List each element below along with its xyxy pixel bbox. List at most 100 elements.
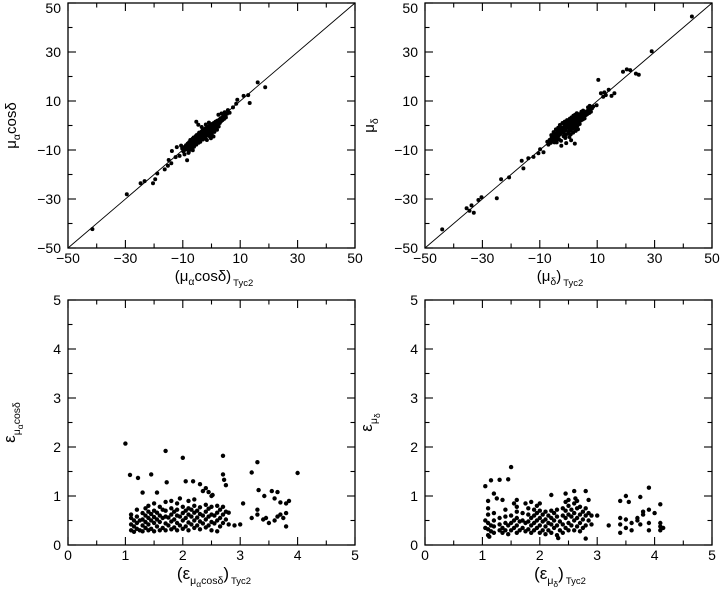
- data-point: [183, 515, 188, 521]
- data-point: [275, 489, 280, 495]
- axis-label-part: ): [556, 268, 561, 285]
- data-point: [223, 115, 228, 120]
- data-point: [511, 501, 517, 506]
- x-tick-label: 5: [708, 547, 716, 563]
- data-point: [628, 68, 633, 73]
- x-tick-label: −50: [413, 250, 437, 266]
- data-point: [269, 488, 274, 494]
- data-point: [160, 525, 165, 531]
- data-point: [255, 507, 260, 512]
- y-tick-label: 10: [45, 93, 61, 109]
- data-point: [227, 110, 232, 115]
- data-point: [157, 504, 162, 509]
- data-point: [534, 510, 540, 516]
- data-point: [163, 528, 168, 533]
- data-point: [519, 158, 524, 163]
- data-point: [238, 522, 243, 527]
- y-tick-label: −10: [37, 142, 61, 158]
- data-point: [169, 512, 174, 517]
- data-point: [574, 498, 580, 504]
- y-axis-label: μδ: [361, 118, 381, 133]
- plot-frame: [424, 2, 713, 249]
- data-point: [623, 493, 629, 499]
- data-point: [591, 104, 596, 109]
- data-point: [497, 528, 502, 533]
- data-point: [543, 509, 548, 514]
- data-point: [491, 510, 497, 516]
- data-point: [520, 525, 525, 531]
- data-point: [638, 494, 643, 500]
- data-point: [219, 111, 224, 116]
- data-point: [606, 523, 611, 528]
- data-point: [255, 512, 260, 517]
- data-point: [203, 509, 208, 514]
- data-point: [177, 496, 183, 501]
- data-point: [483, 484, 488, 489]
- data-point: [278, 500, 283, 505]
- data-point: [196, 122, 201, 127]
- data-point: [618, 530, 623, 535]
- x-tick-label: −30: [114, 250, 138, 266]
- data-point: [231, 105, 235, 110]
- data-point: [266, 520, 272, 526]
- tick-labels-group: −50 −30 −10 10 30 50 −50 −30 −10 10 30 50: [394, 0, 720, 266]
- data-point: [131, 529, 137, 534]
- data-point: [556, 535, 561, 541]
- data-point: [503, 507, 508, 512]
- data-point: [491, 518, 497, 523]
- y-tick-label: 1: [410, 488, 418, 504]
- x-tick-label: 30: [647, 250, 663, 266]
- y-axis-label: μαcosδ: [3, 102, 23, 148]
- data-point: [235, 97, 240, 102]
- data-point: [589, 522, 594, 527]
- data-point: [583, 536, 588, 541]
- data-point: [514, 515, 519, 521]
- x-tick-label: 10: [232, 250, 248, 266]
- data-point: [278, 512, 283, 517]
- data-point: [581, 108, 586, 113]
- data-point: [551, 510, 557, 516]
- y-tick-label: −30: [37, 191, 61, 207]
- axis-label-part: ε: [357, 424, 376, 432]
- data-point: [143, 519, 148, 525]
- data-point: [197, 482, 203, 487]
- data-point: [180, 504, 185, 509]
- data-point: [163, 448, 168, 454]
- data-point: [649, 49, 654, 54]
- data-point: [569, 138, 574, 143]
- data-point: [531, 513, 537, 518]
- data-point: [559, 138, 563, 143]
- x-tick-label: −50: [56, 250, 80, 266]
- axis-label-part: Tyc2: [233, 278, 253, 289]
- data-point: [564, 141, 569, 146]
- data-point: [563, 508, 568, 513]
- data-point: [567, 135, 572, 139]
- data-point: [566, 528, 571, 533]
- data-point: [572, 501, 577, 506]
- data-point: [603, 93, 608, 98]
- data-point: [241, 93, 246, 98]
- data-point: [551, 525, 557, 531]
- data-point: [154, 490, 160, 495]
- data-point: [636, 72, 641, 77]
- data-point: [577, 504, 583, 509]
- data-point: [204, 138, 209, 142]
- data-point: [192, 497, 197, 502]
- axis-label-part: ): [558, 564, 564, 583]
- data-point: [135, 475, 141, 481]
- data-point: [157, 519, 162, 525]
- data-point: [549, 522, 554, 527]
- data-point: [217, 524, 223, 529]
- data-point: [127, 472, 133, 478]
- data-point: [523, 501, 528, 506]
- data-point: [499, 177, 504, 182]
- data-points-group: [67, 2, 356, 249]
- data-point: [485, 520, 491, 526]
- data-point: [635, 515, 640, 521]
- data-point: [140, 490, 145, 495]
- data-point: [623, 517, 629, 522]
- data-point: [534, 518, 540, 523]
- data-points-group: [424, 2, 713, 249]
